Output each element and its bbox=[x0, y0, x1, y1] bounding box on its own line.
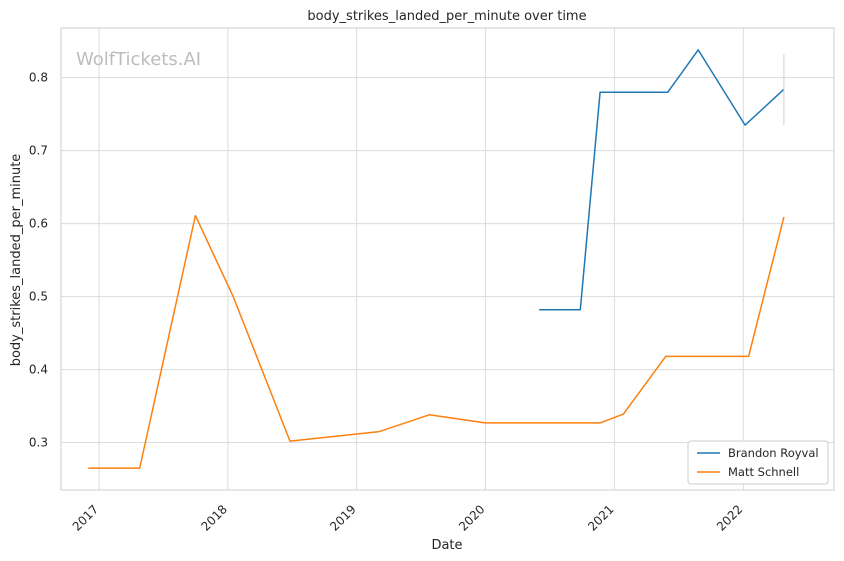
legend: Brandon Royval Matt Schnell bbox=[687, 440, 829, 485]
y-tick-label: 0.4 bbox=[29, 363, 48, 377]
y-tick-label: 0.6 bbox=[29, 217, 48, 231]
series-lines bbox=[88, 49, 785, 469]
legend-label-brandon-royval: Brandon Royval bbox=[728, 446, 819, 460]
y-tick-label: 0.5 bbox=[29, 290, 48, 304]
y-tick-label: 0.8 bbox=[29, 71, 48, 85]
y-tick-label: 0.7 bbox=[29, 144, 48, 158]
plot-frame bbox=[60, 27, 835, 491]
series-line-brandon-royval bbox=[539, 49, 785, 311]
legend-box bbox=[687, 440, 829, 485]
legend-label-matt-schnell: Matt Schnell bbox=[728, 465, 799, 479]
x-tick-label: 2022 bbox=[714, 502, 745, 533]
chart-title: body_strikes_landed_per_minute over time bbox=[307, 9, 586, 24]
x-axis-ticks: 2017 2018 2019 2020 2021 2022 bbox=[70, 502, 746, 533]
y-axis-label: body_strikes_landed_per_minute bbox=[9, 154, 24, 367]
y-axis-ticks: 0.3 0.4 0.5 0.6 0.7 0.8 bbox=[29, 71, 48, 450]
x-tick-label: 2018 bbox=[198, 502, 229, 533]
x-tick-label: 2021 bbox=[585, 502, 616, 533]
x-tick-label: 2019 bbox=[327, 502, 358, 533]
watermark-text: WolfTickets.AI bbox=[76, 49, 201, 70]
y-tick-label: 0.3 bbox=[29, 436, 48, 450]
grid bbox=[61, 28, 834, 490]
x-tick-label: 2017 bbox=[70, 502, 101, 533]
series-line-matt-schnell bbox=[88, 214, 785, 469]
x-axis-label: Date bbox=[431, 538, 462, 553]
x-tick-label: 2020 bbox=[456, 502, 487, 533]
